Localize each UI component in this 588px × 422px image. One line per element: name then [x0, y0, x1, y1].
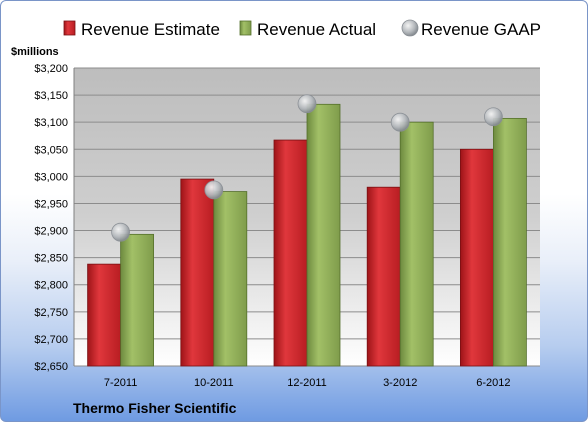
- y-tick-label: $2,700: [34, 334, 68, 346]
- legend-revenue-gaap-swatch: [401, 19, 419, 37]
- bar-revenue-actual: [213, 191, 248, 367]
- x-tick-label: 7-2011: [104, 377, 137, 389]
- legend-revenue-gaap-label: Revenue GAAP: [421, 20, 541, 39]
- marker-revenue-gaap: [111, 222, 130, 242]
- bar-revenue-estimate: [459, 148, 494, 367]
- y-axis-units-label: $millions: [11, 46, 59, 58]
- bar-revenue-estimate: [87, 263, 121, 367]
- y-tick-label: $2,650: [34, 361, 68, 373]
- legend-revenue-estimate-swatch: [63, 20, 76, 36]
- x-tick-label: 6-2012: [476, 377, 510, 389]
- marker-revenue-gaap: [483, 107, 503, 127]
- legend-revenue-estimate-label: Revenue Estimate: [81, 20, 220, 39]
- y-tick-label: $2,900: [34, 226, 68, 238]
- y-tick-label: $2,800: [34, 280, 68, 292]
- marker-revenue-gaap: [297, 94, 317, 114]
- marker-revenue-gaap: [390, 112, 410, 132]
- x-tick-label: 12-2011: [287, 377, 327, 389]
- legend-revenue-actual-swatch: [239, 20, 252, 36]
- y-tick-label: $2,950: [34, 198, 68, 210]
- bar-revenue-actual: [492, 117, 527, 367]
- y-tick-label: $3,050: [34, 144, 68, 156]
- bar-revenue-actual: [306, 103, 341, 367]
- y-tick-label: $2,750: [34, 307, 68, 319]
- bar-revenue-estimate: [273, 139, 308, 367]
- bar-revenue-actual: [399, 121, 434, 367]
- marker-revenue-gaap: [204, 180, 224, 200]
- x-tick-label: 3-2012: [383, 377, 417, 389]
- y-tick-label: $2,850: [34, 253, 68, 265]
- bar-revenue-actual: [120, 233, 154, 367]
- y-tick-label: $3,100: [34, 117, 68, 129]
- y-tick-label: $3,200: [34, 63, 68, 75]
- company-name: Thermo Fisher Scientific: [73, 400, 237, 416]
- legend-revenue-actual-label: Revenue Actual: [257, 20, 376, 39]
- bar-revenue-estimate: [366, 186, 401, 367]
- y-tick-label: $3,000: [34, 171, 68, 183]
- bar-revenue-estimate: [180, 178, 215, 367]
- y-tick-label: $3,150: [34, 90, 68, 102]
- x-tick-label: 10-2011: [194, 377, 234, 389]
